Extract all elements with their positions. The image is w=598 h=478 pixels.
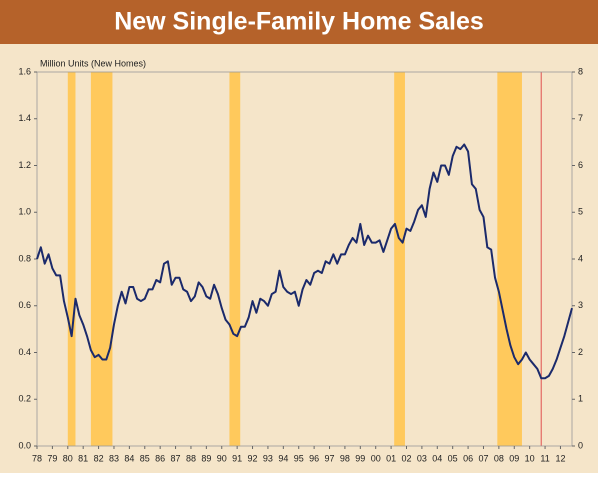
x-tick-label: 87	[171, 453, 181, 463]
y-tick-label: 0.2	[18, 394, 31, 404]
x-tick-label: 97	[325, 453, 335, 463]
y2-tick-label: 2	[578, 347, 583, 357]
y2-tick-label: 1	[578, 394, 583, 404]
y2-tick-label: 0	[578, 440, 583, 450]
recession-band	[394, 72, 405, 446]
y-tick-label: 1.4	[18, 113, 31, 123]
x-tick-label: 83	[109, 453, 119, 463]
y-tick-label: 0.8	[18, 253, 31, 263]
y2-tick-label: 3	[578, 300, 583, 310]
x-tick-label: 84	[124, 453, 134, 463]
y-tick-label: 1.2	[18, 160, 31, 170]
y2-tick-label: 8	[578, 66, 583, 76]
y2-tick-label: 4	[578, 253, 583, 263]
y2-tick-label: 7	[578, 113, 583, 123]
x-tick-label: 11	[540, 453, 549, 463]
x-tick-label: 00	[371, 453, 381, 463]
y2-tick-label: 5	[578, 207, 583, 217]
y-tick-label: 0.0	[18, 440, 31, 450]
chart-title: New Single-Family Home Sales	[114, 8, 484, 36]
x-tick-label: 94	[278, 453, 288, 463]
y-tick-label: 1.0	[18, 207, 31, 217]
title-banner	[0, 0, 598, 44]
recession-band	[229, 72, 241, 446]
x-tick-label: 02	[401, 453, 411, 463]
y2-tick-label: 6	[578, 160, 583, 170]
x-tick-label: 81	[78, 453, 88, 463]
x-tick-label: 80	[63, 453, 73, 463]
x-tick-label: 88	[186, 453, 196, 463]
x-tick-label: 06	[463, 453, 473, 463]
x-tick-label: 85	[140, 453, 150, 463]
x-tick-label: 79	[47, 453, 57, 463]
x-tick-label: 01	[386, 453, 396, 463]
x-tick-label: 92	[248, 453, 258, 463]
y-tick-label: 0.4	[18, 347, 31, 357]
x-tick-label: 10	[525, 453, 535, 463]
x-tick-label: 99	[355, 453, 365, 463]
x-tick-label: 12	[555, 453, 565, 463]
x-tick-label: 04	[432, 453, 442, 463]
data-line	[36, 143, 573, 380]
y-tick-label: 1.6	[18, 66, 31, 76]
x-tick-label: 07	[478, 453, 488, 463]
x-tick-label: 03	[417, 453, 427, 463]
x-tick-label: 05	[448, 453, 458, 463]
x-tick-label: 93	[263, 453, 273, 463]
x-tick-label: 95	[294, 453, 304, 463]
x-tick-label: 08	[494, 453, 504, 463]
x-tick-label: 78	[32, 453, 42, 463]
x-tick-label: 82	[94, 453, 104, 463]
x-tick-label: 86	[155, 453, 165, 463]
y-tick-label: 0.6	[18, 300, 31, 310]
x-tick-label: 90	[217, 453, 227, 463]
recession-band	[90, 72, 113, 446]
x-tick-label: 96	[309, 453, 319, 463]
x-tick-label: 98	[340, 453, 350, 463]
y-axis-label: Million Units (New Homes)	[40, 58, 146, 68]
recession-band	[497, 72, 522, 446]
x-tick-label: 91	[232, 453, 242, 463]
x-tick-label: 09	[509, 453, 519, 463]
x-tick-label: 89	[201, 453, 211, 463]
recession-band	[67, 72, 76, 446]
